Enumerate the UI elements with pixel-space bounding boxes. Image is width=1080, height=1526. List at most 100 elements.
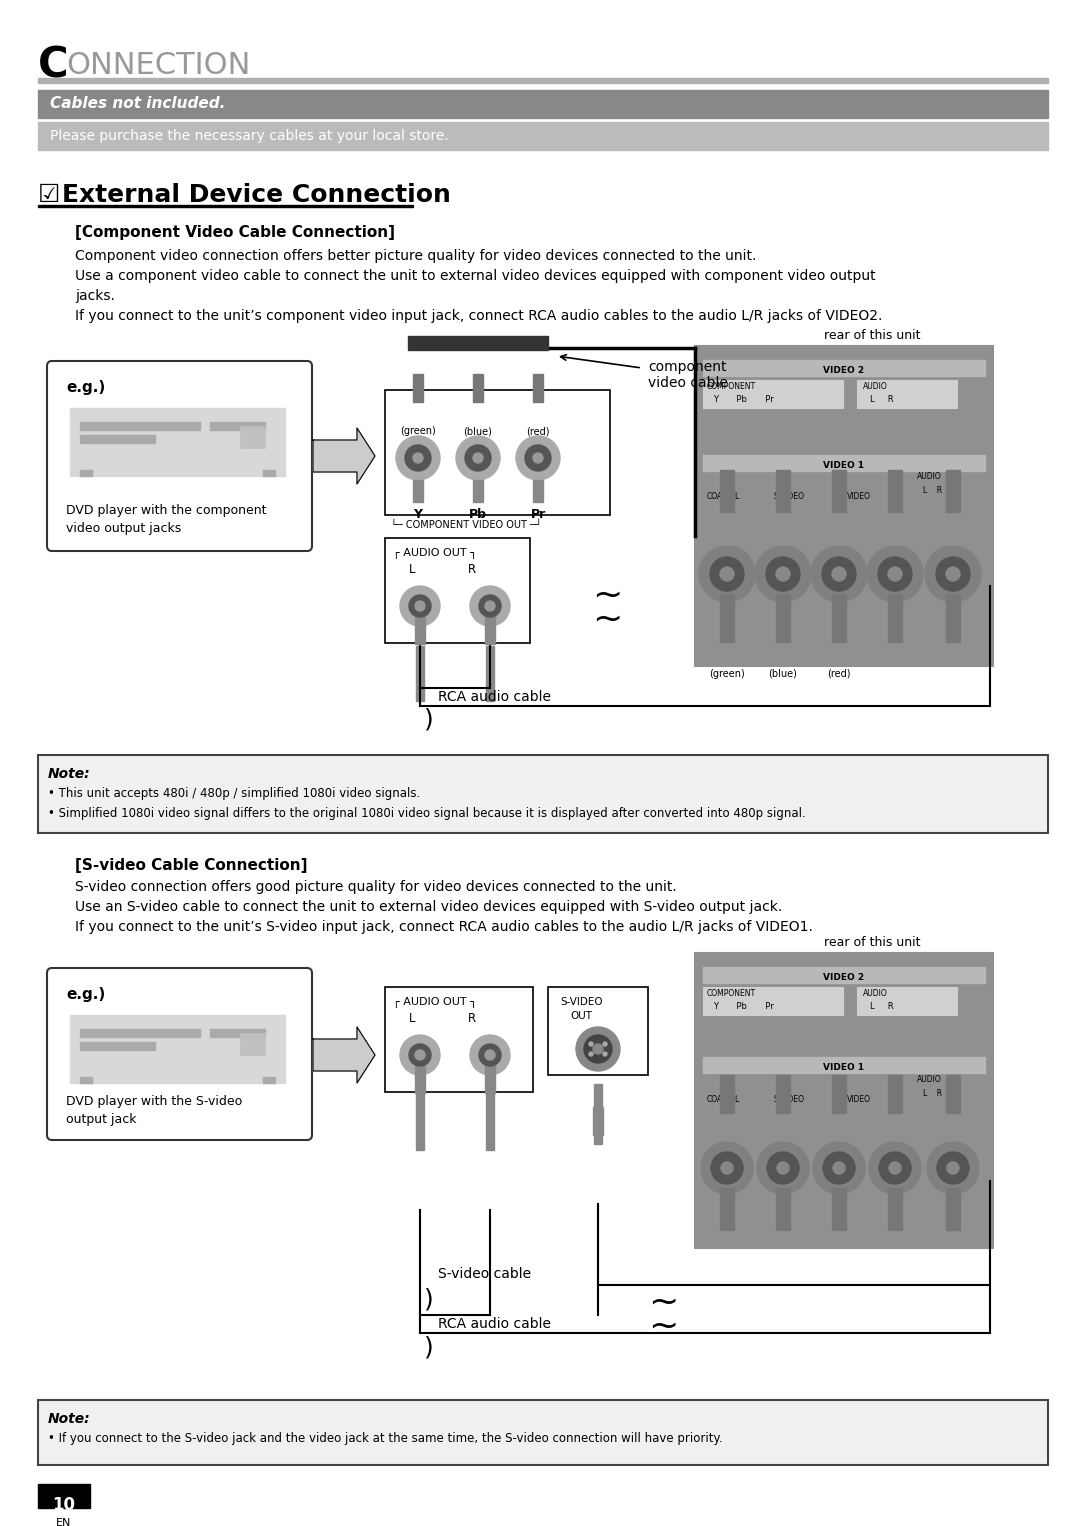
Circle shape <box>869 1141 921 1193</box>
Text: ☑: ☑ <box>38 183 60 208</box>
Text: • If you connect to the S-video jack and the video jack at the same time, the S-: • If you connect to the S-video jack and… <box>48 1431 723 1445</box>
Bar <box>264 1077 275 1083</box>
Bar <box>703 967 985 983</box>
Text: rear of this unit: rear of this unit <box>824 330 920 342</box>
Text: L              R: L R <box>409 1012 476 1025</box>
Text: S-video cable: S-video cable <box>438 1267 531 1280</box>
Circle shape <box>757 1141 809 1193</box>
Circle shape <box>480 1044 501 1067</box>
Bar <box>777 1074 789 1112</box>
Text: VIDEO: VIDEO <box>847 491 870 501</box>
Bar <box>888 594 902 642</box>
Bar <box>413 481 423 502</box>
Circle shape <box>473 453 483 462</box>
Text: S-video connection offers good picture quality for video devices connected to th: S-video connection offers good picture q… <box>75 881 677 894</box>
Bar <box>696 954 993 1248</box>
Text: EN: EN <box>56 1518 71 1526</box>
Bar <box>720 594 734 642</box>
Bar <box>473 374 483 401</box>
Text: L     R: L R <box>870 395 893 404</box>
Text: VIDEO 2: VIDEO 2 <box>823 974 865 983</box>
Text: (blue): (blue) <box>769 668 797 679</box>
Text: COAXIAL: COAXIAL <box>707 1096 740 1103</box>
Bar <box>720 1189 734 1230</box>
Bar <box>415 1065 426 1093</box>
Circle shape <box>777 1161 789 1173</box>
Text: COAXIAL: COAXIAL <box>707 491 740 501</box>
Circle shape <box>480 595 501 617</box>
Bar <box>408 336 548 349</box>
Text: rear of this unit: rear of this unit <box>824 935 920 949</box>
Bar <box>703 1058 985 1073</box>
Text: (red): (red) <box>827 668 851 679</box>
Circle shape <box>777 568 789 581</box>
Circle shape <box>823 1152 855 1184</box>
Text: Please purchase the necessary cables at your local store.: Please purchase the necessary cables at … <box>50 130 449 143</box>
Text: ~: ~ <box>648 1286 678 1320</box>
Bar <box>534 374 543 401</box>
Bar <box>593 1106 603 1135</box>
Text: AUDIO: AUDIO <box>863 989 888 998</box>
Bar <box>80 470 92 476</box>
Text: ): ) <box>424 708 434 732</box>
Text: Pb: Pb <box>469 508 487 520</box>
Text: └─ COMPONENT VIDEO OUT ─┘: └─ COMPONENT VIDEO OUT ─┘ <box>391 520 542 530</box>
Text: (green): (green) <box>400 426 436 436</box>
Circle shape <box>947 1161 959 1173</box>
Text: VIDEO 1: VIDEO 1 <box>823 1064 865 1071</box>
Bar <box>888 470 902 513</box>
Circle shape <box>589 1051 593 1056</box>
Bar <box>858 380 957 407</box>
Circle shape <box>767 1152 799 1184</box>
Bar <box>80 1029 200 1038</box>
Text: ┌ AUDIO OUT ┐: ┌ AUDIO OUT ┐ <box>393 548 477 559</box>
Circle shape <box>822 557 856 591</box>
Text: ~: ~ <box>648 1309 678 1344</box>
Bar <box>38 1483 90 1508</box>
Circle shape <box>400 586 440 626</box>
Text: DVD player with the component
video output jacks: DVD player with the component video outp… <box>66 504 267 536</box>
Text: Note:: Note: <box>48 1412 91 1425</box>
Circle shape <box>413 453 423 462</box>
Text: VIDEO 1: VIDEO 1 <box>823 461 865 470</box>
Bar <box>413 374 423 401</box>
Text: Y: Y <box>414 508 422 520</box>
Bar <box>888 1189 902 1230</box>
Circle shape <box>720 568 734 581</box>
Bar <box>80 423 200 430</box>
Text: [Component Video Cable Connection]: [Component Video Cable Connection] <box>75 226 395 241</box>
Circle shape <box>603 1051 607 1056</box>
Bar <box>486 645 494 700</box>
Circle shape <box>811 546 867 601</box>
FancyBboxPatch shape <box>48 362 312 551</box>
Text: jacks.: jacks. <box>75 288 114 304</box>
Bar <box>888 1074 902 1112</box>
Circle shape <box>516 436 561 481</box>
Text: e.g.): e.g.) <box>66 380 105 395</box>
Text: ┌ AUDIO OUT ┐: ┌ AUDIO OUT ┐ <box>393 996 477 1009</box>
Bar <box>720 1074 734 1112</box>
Bar <box>485 617 495 644</box>
Bar <box>720 470 734 513</box>
Circle shape <box>879 1152 912 1184</box>
Circle shape <box>485 601 495 610</box>
Bar <box>38 90 1048 118</box>
Text: Use a component video cable to connect the unit to external video devices equipp: Use a component video cable to connect t… <box>75 269 876 282</box>
Text: • Simplified 1080i video signal differs to the original 1080i video signal becau: • Simplified 1080i video signal differs … <box>48 807 806 819</box>
Circle shape <box>710 557 744 591</box>
Text: (green): (green) <box>710 668 745 679</box>
Bar <box>832 594 846 642</box>
Bar <box>80 435 156 443</box>
Circle shape <box>832 568 846 581</box>
Bar <box>80 1042 156 1050</box>
Bar <box>38 755 1048 833</box>
Bar <box>946 1189 960 1230</box>
Circle shape <box>721 1161 733 1173</box>
Polygon shape <box>313 1027 375 1083</box>
Text: ): ) <box>424 1286 434 1311</box>
Circle shape <box>766 557 800 591</box>
Bar <box>473 481 483 502</box>
Text: Pr: Pr <box>530 508 545 520</box>
Circle shape <box>409 595 431 617</box>
Circle shape <box>576 1027 620 1071</box>
